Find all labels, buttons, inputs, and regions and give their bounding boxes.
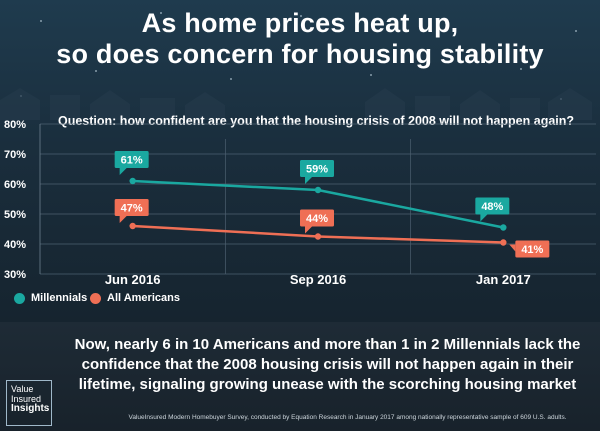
legend-all-americans-label: All Americans [107, 292, 180, 304]
chart-title: As home prices heat up, so does concern … [0, 8, 600, 70]
data-label-box [300, 209, 334, 227]
legend-all-americans: All Americans [90, 292, 180, 304]
x-tick-label: Jan 2017 [476, 272, 531, 287]
data-label-box [114, 199, 149, 216]
line-chart: 30% 40% 50% 60% 70% 80% Jun 2016 Sep 2016 Jan 2… [4, 119, 596, 287]
data-label-text: 41% [521, 244, 543, 256]
data-label-millennials: 61% [114, 151, 149, 175]
data-label-box [114, 151, 149, 168]
logo-line-3: Insights [11, 403, 50, 414]
chart-subtitle-question: Question: how confident are you that the… [58, 114, 575, 128]
data-label-pointer [119, 168, 127, 175]
data-label-text: 61% [121, 155, 143, 167]
data-point-all_americans [129, 222, 136, 230]
data-label-pointer [305, 177, 312, 184]
data-label-all_americans: 47% [114, 199, 149, 223]
data-label-text: 44% [306, 213, 328, 225]
data-label-millennials: 48% [475, 197, 510, 222]
title-line-1: As home prices heat up, [141, 8, 459, 38]
data-point-all_americans [500, 239, 507, 246]
data-point-millennials [314, 186, 322, 194]
data-point-all_americans [314, 233, 322, 240]
x-tick-label: Jun 2016 [105, 272, 161, 287]
data-label-millennials: 59% [300, 160, 334, 184]
data-label-pointer [480, 214, 488, 222]
logo-line-1: Value [11, 384, 34, 394]
y-tick-label: 80% [4, 119, 26, 131]
legend-all-americans-swatch [90, 292, 101, 304]
y-tick-label: 60% [4, 179, 26, 191]
y-tick-label: 70% [4, 149, 26, 161]
data-label-all_americans: 41% [509, 240, 550, 258]
data-label-pointer [305, 226, 312, 234]
header-background [0, 0, 600, 322]
y-tick-label: 40% [4, 239, 26, 251]
summary-panel [0, 322, 600, 431]
logo-line-2: Insured [11, 394, 42, 404]
data-label-text: 59% [306, 164, 328, 176]
data-label-text: 47% [121, 203, 143, 215]
data-label-all_americans: 44% [300, 209, 334, 234]
data-point-millennials [500, 224, 507, 231]
data-point-millennials [129, 177, 136, 185]
data-label-text: 48% [481, 201, 503, 213]
data-label-box [300, 160, 334, 177]
source-note: ValueInsured Modern Homebuyer Survey, co… [128, 414, 567, 421]
data-label-pointer [509, 244, 516, 252]
legend-millennials-label: Millennials [31, 292, 88, 304]
summary-line-1: Now, nearly 6 in 10 Americans and more t… [74, 336, 581, 353]
legend-millennials: Millennials [14, 292, 87, 304]
summary-line-3: lifetime, signaling growing unease with … [78, 376, 577, 393]
title-line-2: so does concern for housing stability [56, 39, 544, 69]
y-tick-label: 50% [4, 209, 26, 221]
legend-millennials-swatch [14, 292, 25, 304]
data-label-box [475, 197, 510, 215]
summary-text: Now, nearly 6 in 10 Americans and more t… [60, 335, 595, 395]
y-tick-label: 30% [4, 269, 26, 281]
summary-line-2: confidence that the 2008 housing crisis … [81, 356, 574, 373]
x-tick-label: Sep 2016 [290, 272, 346, 287]
data-label-pointer [119, 216, 127, 223]
valueinsured-logo: Value Insured Insights [6, 380, 52, 426]
house-skyline-decoration [0, 88, 592, 120]
data-label-box [515, 240, 550, 258]
